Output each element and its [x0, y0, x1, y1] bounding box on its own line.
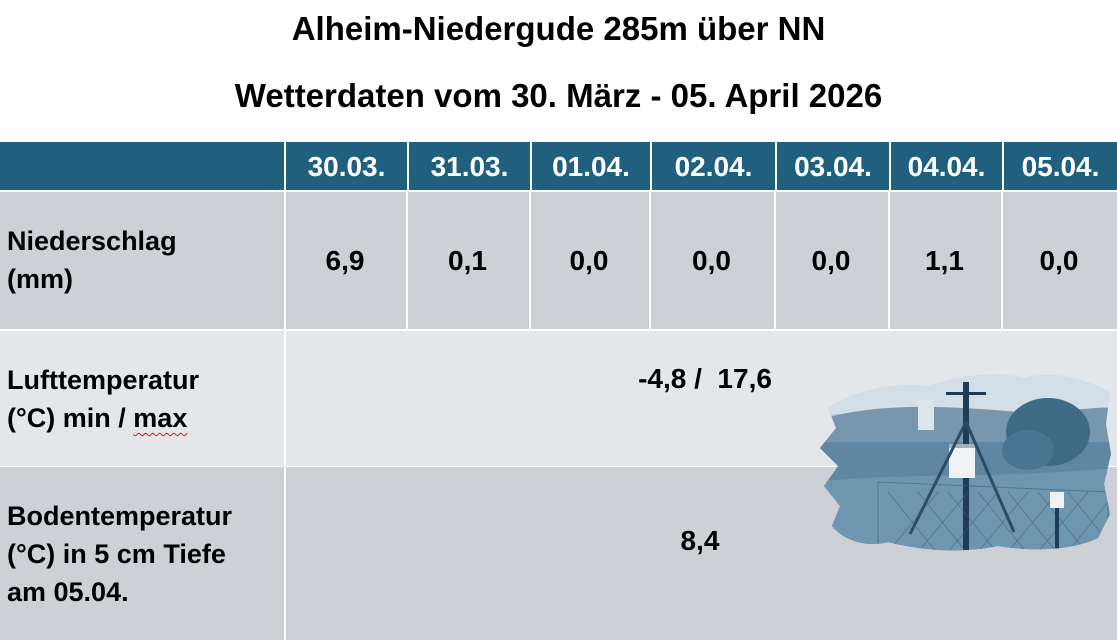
page-subtitle: Wetterdaten vom 30. März - 05. April 202… — [234, 77, 883, 114]
table-header-row: 30.03. 31.03. 01.04. 02.04. 03.04. 04.04… — [0, 142, 1117, 190]
row-label-line: (°C) min / max — [7, 399, 199, 437]
spellcheck-underlined-word: max — [133, 403, 188, 433]
value-niederschlag: 0,0 — [569, 245, 609, 276]
column-divider — [529, 192, 531, 329]
column-header-date: 02.04. — [650, 142, 775, 190]
row-label-line: (mm) — [7, 264, 73, 294]
column-divider — [284, 331, 286, 466]
column-header-date: 05.04. — [1002, 142, 1117, 190]
page-title: Alheim-Niedergude 285m über NN — [291, 10, 826, 47]
value-lufttemperatur: -4,8 / 17,6 — [638, 363, 772, 394]
column-divider — [284, 192, 286, 329]
value-niederschlag: 0,1 — [448, 245, 487, 276]
column-header-date: 31.03. — [407, 142, 530, 190]
value-niederschlag: 1,1 — [925, 245, 964, 276]
value-niederschlag: 0,0 — [692, 245, 731, 276]
value-niederschlag: 6,9 — [325, 245, 365, 276]
column-header-date: 30.03. — [284, 142, 407, 190]
value-bodentemperatur: 8,4 — [680, 525, 720, 556]
row-label-line: Bodentemperatur — [7, 501, 233, 531]
row-label-bodentemperatur: Bodentemperatur (°C) in 5 cm Tiefe am 05… — [7, 497, 232, 611]
column-divider — [774, 192, 776, 329]
row-label-niederschlag: Niederschlag (mm) — [7, 222, 177, 298]
row-label-line: Lufttemperatur — [7, 365, 200, 395]
column-divider — [406, 192, 408, 329]
row-label-line: (°C) in 5 cm Tiefe — [7, 539, 226, 569]
column-header-date: 01.04. — [530, 142, 650, 190]
column-divider — [649, 192, 651, 329]
row-label-line: Niederschlag — [7, 226, 177, 256]
column-header-date: 04.04. — [889, 142, 1002, 190]
table-row-niederschlag: Niederschlag (mm) 6,9 0,1 0,0 0,0 0,0 1,… — [0, 192, 1117, 329]
column-header-date: 03.04. — [775, 142, 889, 190]
row-label-part: (°C) min / — [7, 403, 134, 433]
weather-station-photo — [820, 374, 1111, 551]
row-label-lufttemperatur: Lufttemperatur (°C) min / max — [7, 361, 199, 437]
column-divider — [284, 467, 286, 640]
row-label-line: am 05.04. — [7, 577, 129, 607]
column-divider — [888, 192, 890, 329]
value-niederschlag: 0,0 — [811, 245, 851, 276]
value-niederschlag: 0,0 — [1039, 245, 1079, 276]
column-divider — [1001, 192, 1003, 329]
